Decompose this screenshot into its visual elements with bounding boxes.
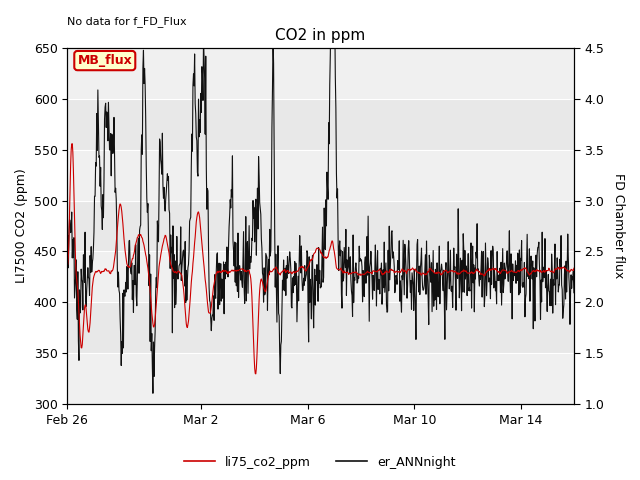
Title: CO2 in ppm: CO2 in ppm xyxy=(275,28,365,43)
Bar xyxy=(67,150,574,201)
Bar xyxy=(67,353,574,404)
Text: MB_flux: MB_flux xyxy=(77,54,132,67)
Text: No data for f_FD_Flux: No data for f_FD_Flux xyxy=(67,16,187,27)
Bar xyxy=(67,252,574,302)
Y-axis label: LI7500 CO2 (ppm): LI7500 CO2 (ppm) xyxy=(15,168,28,283)
Legend: li75_co2_ppm, er_ANNnight: li75_co2_ppm, er_ANNnight xyxy=(179,451,461,474)
Y-axis label: FD Chamber flux: FD Chamber flux xyxy=(612,173,625,278)
Bar xyxy=(67,48,574,99)
